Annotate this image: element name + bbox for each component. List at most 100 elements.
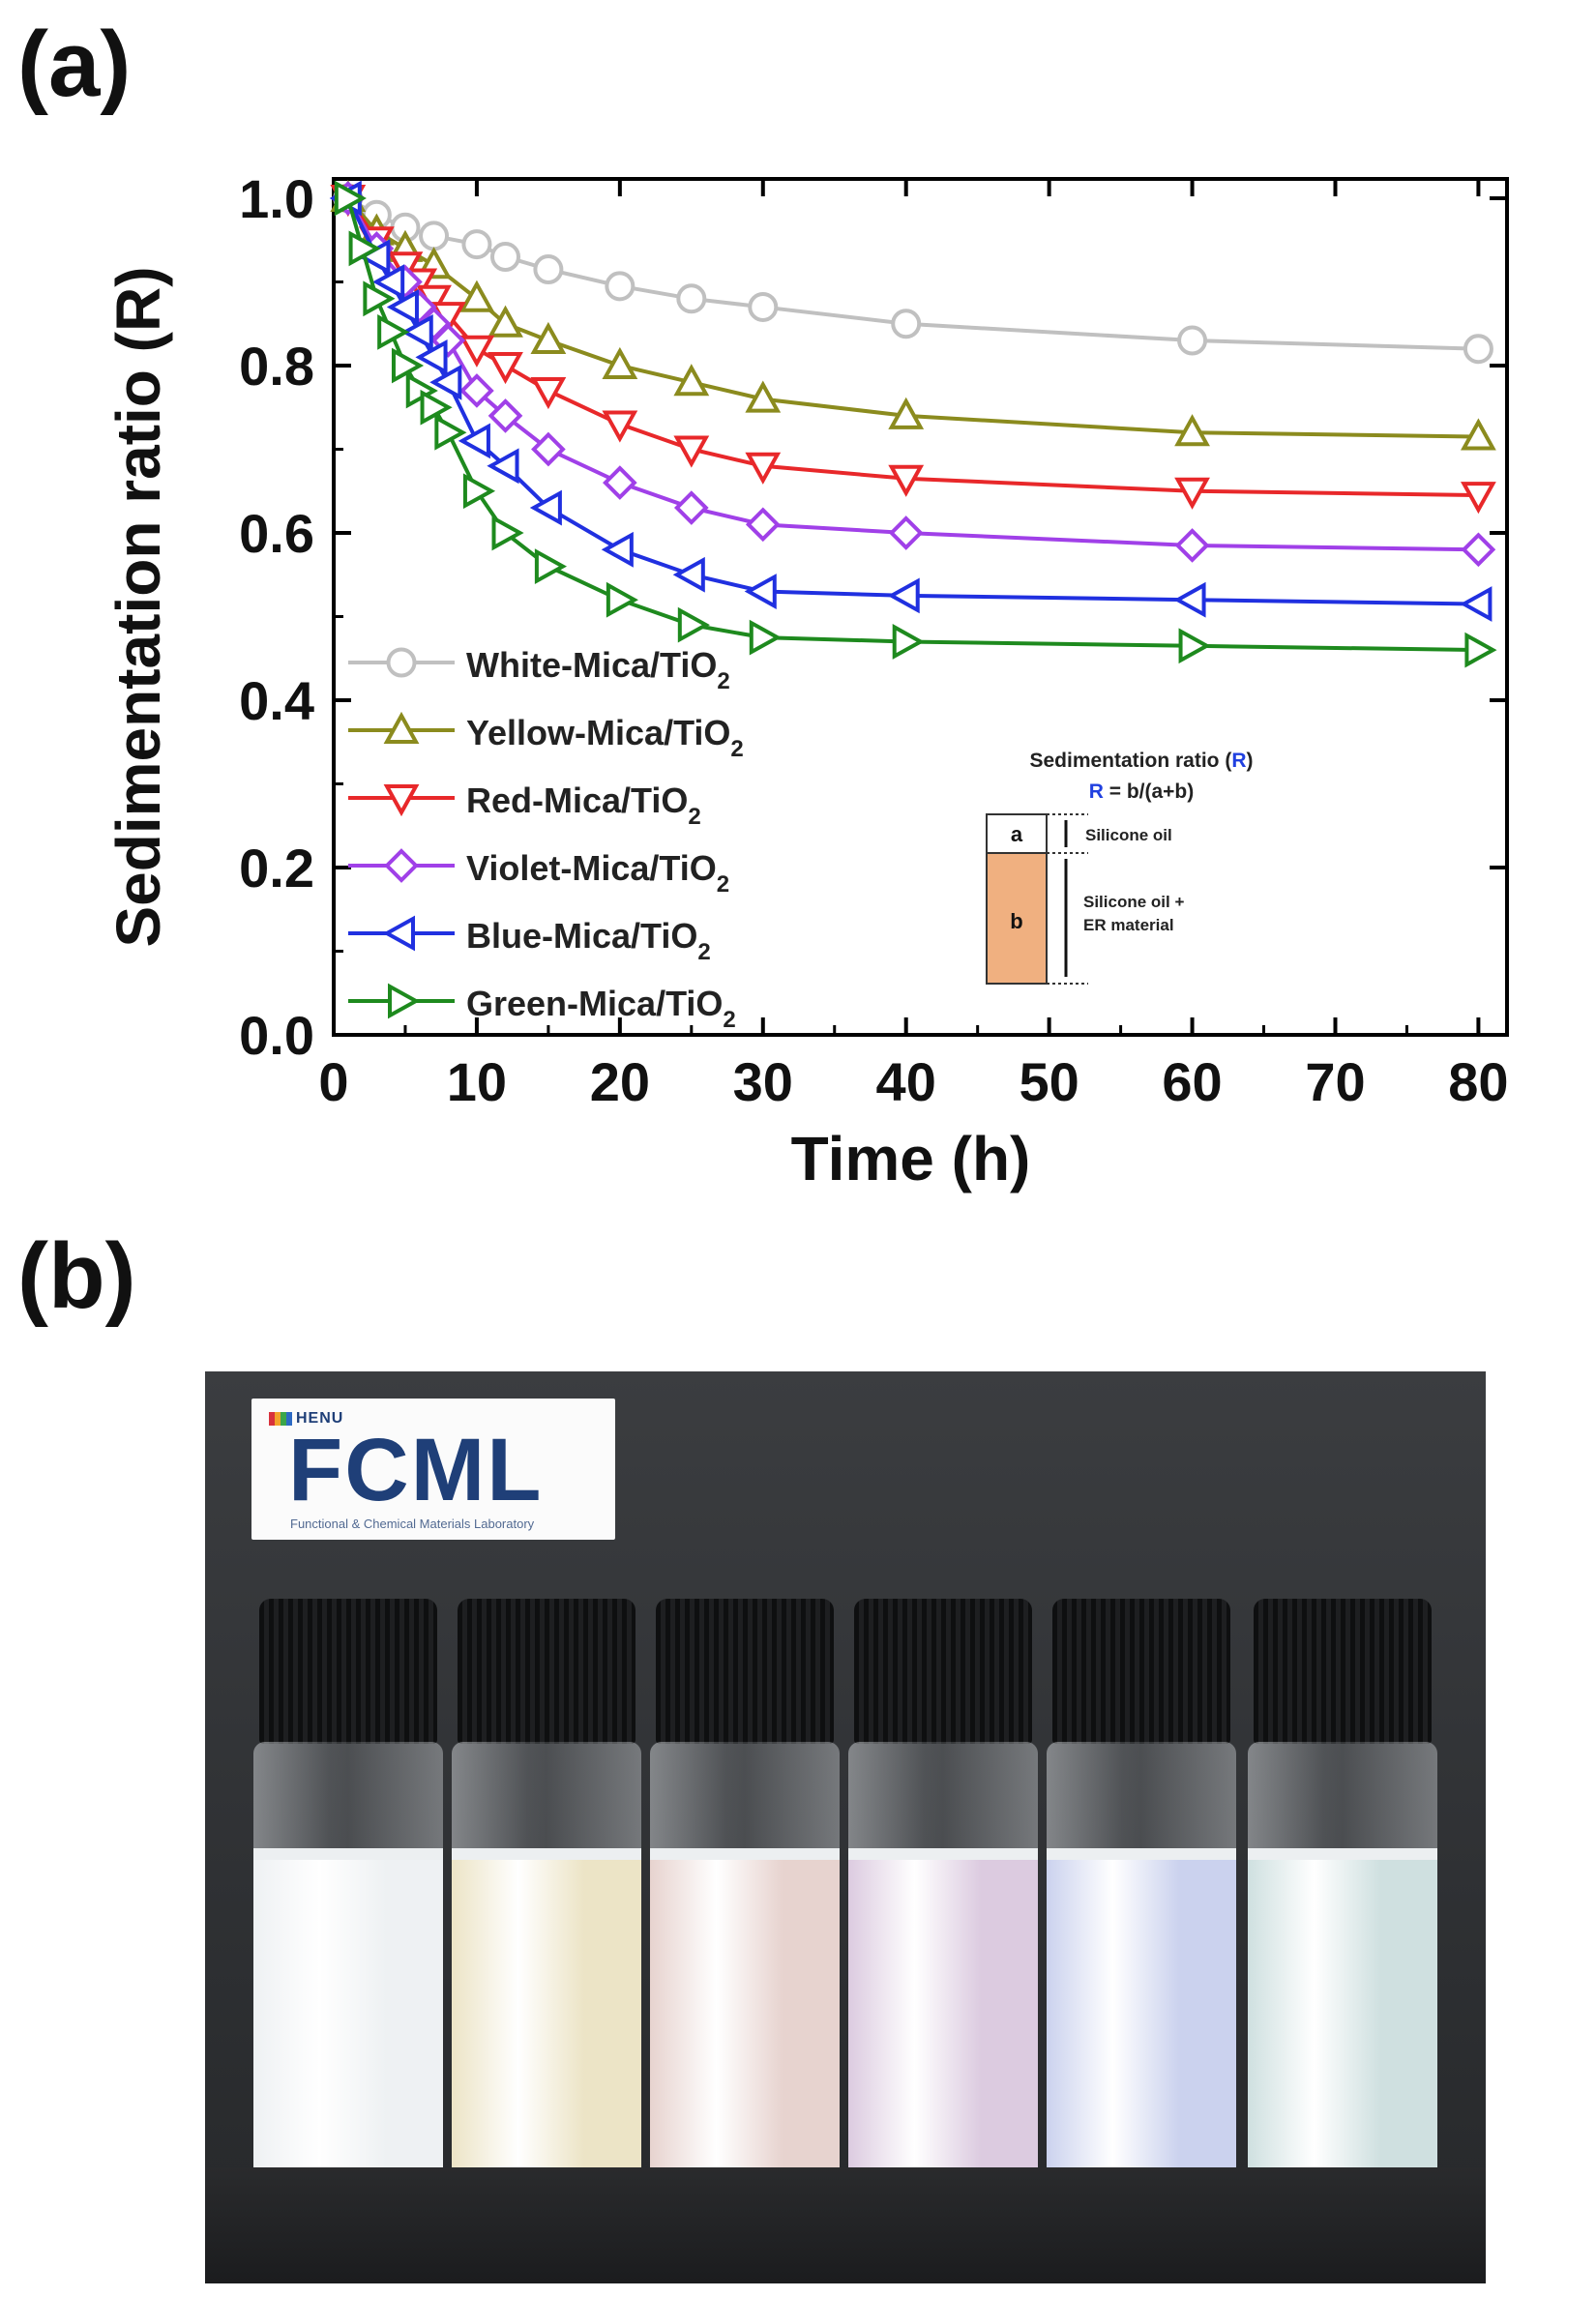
- vial: [650, 1599, 840, 2237]
- data-point: [603, 465, 637, 500]
- data-point: [334, 180, 367, 217]
- data-point: [672, 556, 705, 593]
- data-point: [415, 339, 448, 375]
- legend-item: Blue-Mica/TiO2: [348, 915, 711, 965]
- inset-title: Sedimentation ratio (R): [1029, 750, 1253, 772]
- x-tick-label: 50: [1019, 1051, 1079, 1112]
- data-point: [534, 548, 568, 584]
- data-point: [461, 229, 492, 260]
- data-point: [533, 254, 564, 285]
- data-point: [606, 581, 638, 618]
- data-point: [391, 347, 425, 384]
- data-point: [458, 335, 495, 368]
- data-point: [601, 531, 634, 568]
- inset-formula: R = b/(a+b): [1089, 780, 1195, 803]
- data-point: [383, 711, 420, 744]
- data-point: [490, 242, 521, 273]
- y-tick-label: 0.4: [239, 670, 314, 731]
- data-point: [745, 507, 781, 543]
- data-point: [429, 364, 462, 400]
- data-point: [458, 280, 495, 312]
- legend-label: Green-Mica/TiO2: [466, 984, 736, 1033]
- logo-top-text: HENU: [296, 1410, 344, 1427]
- silicone-oil-layer: [253, 1742, 443, 1853]
- data-point: [1178, 628, 1211, 664]
- data-point: [531, 431, 566, 467]
- vial: [848, 1599, 1038, 2237]
- data-point: [1463, 334, 1493, 365]
- data-point: [1177, 325, 1208, 356]
- x-tick-label: 30: [733, 1051, 793, 1112]
- panel-a-label: (a): [17, 13, 132, 116]
- inset-label-a: Silicone oil: [1085, 826, 1172, 844]
- data-point: [673, 490, 709, 525]
- data-point: [488, 305, 523, 338]
- meniscus: [253, 1848, 443, 1860]
- legend-label: Blue-Mica/TiO2: [466, 916, 711, 965]
- data-point: [1174, 414, 1210, 447]
- data-point: [748, 291, 779, 322]
- data-point: [459, 373, 494, 408]
- vial: [1248, 1599, 1437, 2237]
- legend-item: Violet-Mica/TiO2: [348, 848, 729, 898]
- data-point: [1464, 632, 1497, 668]
- data-point: [530, 321, 567, 355]
- legend-label: White-Mica/TiO2: [466, 645, 730, 694]
- x-tick-label: 60: [1162, 1051, 1222, 1112]
- data-point: [1174, 528, 1210, 563]
- data-point: [676, 283, 707, 314]
- data-point: [745, 380, 782, 413]
- silicone-oil-layer: [1248, 1742, 1437, 1853]
- x-tick-label: 70: [1305, 1051, 1365, 1112]
- data-point: [458, 423, 490, 459]
- data-point: [348, 230, 381, 267]
- inset-label-b1: Silicone oil +: [1083, 893, 1184, 911]
- data-point: [487, 448, 519, 485]
- data-point: [530, 376, 567, 410]
- data-point: [888, 515, 924, 550]
- fcml-logo: HENU FCML Functional & Chemical Material…: [251, 1399, 615, 1540]
- data-point: [383, 784, 420, 817]
- meniscus: [1248, 1848, 1437, 1860]
- y-tick-label: 0.2: [239, 838, 314, 898]
- data-point: [744, 574, 777, 609]
- vials-photo: HENU FCML Functional & Chemical Material…: [205, 1371, 1486, 2283]
- inset-label-b2: ER material: [1083, 916, 1174, 934]
- vial-glass: [1047, 1742, 1236, 2233]
- vial-cap: [458, 1599, 635, 1744]
- inset-box-b-label: b: [1010, 909, 1022, 933]
- vial-glass: [650, 1742, 840, 2233]
- y-tick-label: 0.8: [239, 336, 314, 397]
- data-point: [382, 915, 415, 952]
- data-point: [605, 271, 635, 302]
- vial-glass: [253, 1742, 443, 2233]
- meniscus: [452, 1848, 641, 1860]
- silicone-oil-layer: [1047, 1742, 1236, 1853]
- vial-cap: [1254, 1599, 1432, 1744]
- data-point: [372, 264, 405, 300]
- vial-cap: [656, 1599, 834, 1744]
- y-tick-label: 0.0: [239, 1005, 314, 1066]
- legend-label: Violet-Mica/TiO2: [466, 848, 729, 898]
- series-2: [330, 185, 1496, 515]
- data-point: [602, 346, 638, 379]
- data-point: [363, 280, 396, 317]
- meniscus: [1047, 1848, 1236, 1860]
- data-point: [1460, 586, 1493, 622]
- data-point: [377, 314, 410, 350]
- data-point: [1461, 418, 1496, 451]
- logo-main-text: FCML: [288, 1421, 544, 1519]
- series-5: [334, 180, 1497, 668]
- data-point: [462, 473, 496, 510]
- data-point: [1173, 581, 1206, 618]
- data-point: [430, 323, 466, 358]
- x-tick-label: 40: [876, 1051, 936, 1112]
- legend-label: Yellow-Mica/TiO2: [466, 713, 744, 762]
- legend-label: Red-Mica/TiO2: [466, 780, 701, 830]
- data-point: [420, 389, 453, 426]
- data-point: [1174, 477, 1210, 510]
- vial-glass: [452, 1742, 641, 2233]
- vial: [452, 1599, 641, 2237]
- data-point: [891, 309, 922, 339]
- data-point: [384, 848, 419, 883]
